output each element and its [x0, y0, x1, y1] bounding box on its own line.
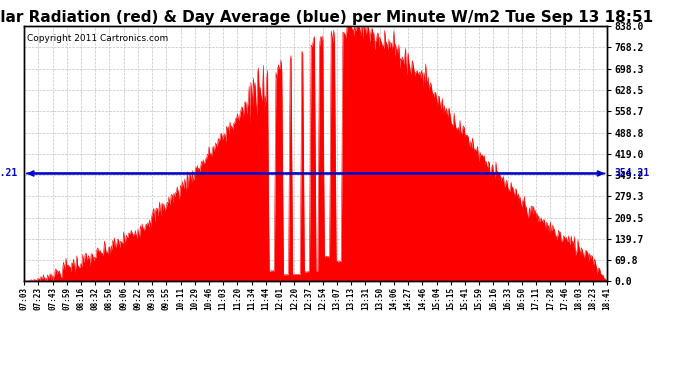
Text: 354.21: 354.21 [0, 168, 17, 178]
Title: Solar Radiation (red) & Day Average (blue) per Minute W/m2 Tue Sep 13 18:51: Solar Radiation (red) & Day Average (blu… [0, 10, 653, 25]
Text: 354.21: 354.21 [614, 168, 649, 178]
Text: Copyright 2011 Cartronics.com: Copyright 2011 Cartronics.com [27, 34, 168, 43]
